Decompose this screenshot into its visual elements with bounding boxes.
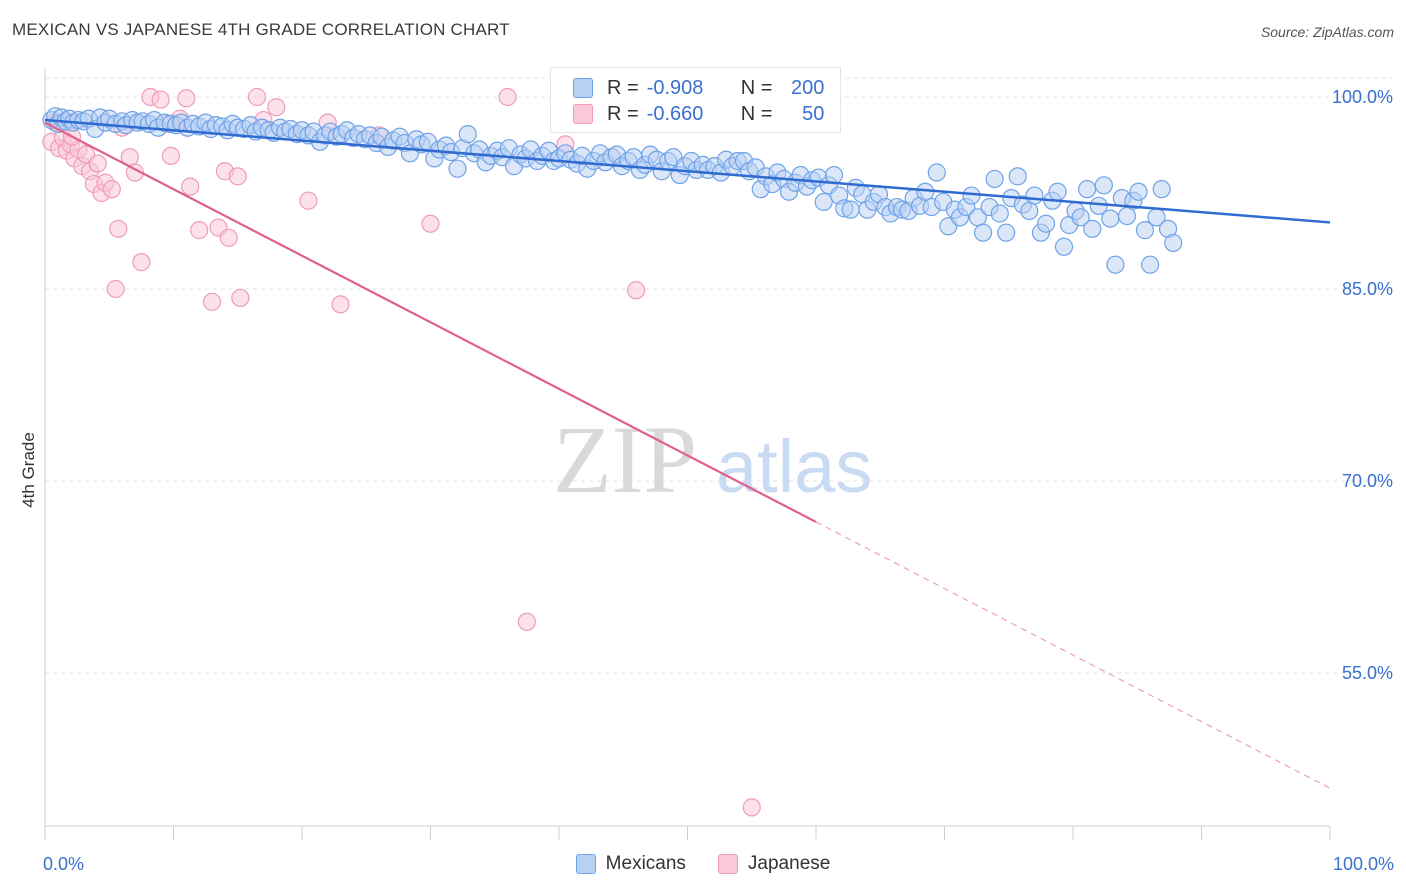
mexican-point [1152,180,1171,199]
japanese-trend-line [44,121,817,523]
legend-r-label: R = [607,102,639,125]
mexican-point [1036,214,1056,233]
mexican-point [1078,180,1097,199]
legend-n-label: N = [740,76,773,99]
mexican-point [1008,167,1027,186]
japanese-point [202,292,222,311]
japanese-point [299,191,318,210]
legend-n-value: 50 [802,102,825,125]
x-tick-label-min: 0.0% [43,854,84,874]
axes [44,68,1331,840]
japanese-point [219,228,238,247]
legend-row-japanese: R = -0.660 N = 50 [573,102,824,126]
legend-n-label: N = [740,102,773,125]
japanese-point [247,87,267,107]
japanese-point [626,281,646,300]
mexican-point [1094,176,1113,195]
japanese-point [267,98,286,117]
japanese-point [498,87,517,107]
legend-row-mexicans: R = -0.908 N = 200 [573,76,824,100]
japanese-point [228,167,247,186]
watermark-atlas: atlas [716,425,872,508]
japanese-point [102,180,121,199]
japanese-point [517,612,536,631]
mexican-point [1135,221,1155,240]
japanese-point [331,295,350,314]
legend-swatch-mexicans [573,78,593,98]
mexican-point [1054,237,1074,256]
japanese-point [742,798,761,817]
y-tick-label: 55.0% [1342,663,1393,683]
mexican-point [1164,233,1183,253]
mexican-point [1048,182,1067,201]
mexican-point [1106,255,1125,274]
y-tick-labels: 55.0% 70.0% 85.0% 100.0% [1332,87,1393,683]
mexican-point [841,200,860,219]
japanese-trend-extension [815,521,1331,789]
japanese-point [231,288,250,308]
legend-swatch-japanese [573,104,593,124]
japanese-point [190,221,209,240]
mexican-point [824,165,844,185]
legend-item-japanese[interactable]: Japanese [717,853,831,875]
chart-title: MEXICAN VS JAPANESE 4TH GRADE CORRELATIO… [12,20,510,39]
y-tick-label: 85.0% [1342,279,1393,299]
mexican-point [1129,182,1148,201]
mexican-point [1020,201,1039,221]
japanese-point [151,90,170,109]
mexican-point [985,169,1004,189]
mexican-point [1071,208,1090,227]
legend-label-japanese: Japanese [747,853,831,874]
legend-n-value: 200 [791,76,825,99]
mexican-point [448,159,467,178]
legend-r-label: R = [607,76,639,99]
legend-r-value: -0.660 [646,102,704,125]
legend-swatch-mexicans [575,854,596,874]
series-legend: Mexicans Japanese [0,853,1406,875]
mexicans-trend-line [44,118,1331,224]
legend-swatch-japanese [717,854,738,874]
y-tick-label: 70.0% [1342,471,1393,491]
mexican-point [1117,206,1137,226]
japanese-point [109,219,128,238]
mexican-point [927,163,946,182]
legend-item-mexicans[interactable]: Mexicans [575,853,686,875]
y-tick-label: 100.0% [1332,87,1393,107]
mexican-point [814,192,833,212]
mexican-point [990,204,1009,223]
japanese-point [106,279,125,299]
trend-lines [44,118,1331,789]
mexican-point [973,223,993,242]
legend-label-mexicans: Mexicans [605,853,686,874]
mexican-point [458,125,477,144]
mexican-point [997,223,1016,242]
stats-legend: R = -0.908 N = 200 R = -0.660 N = 50 [550,67,841,133]
mexican-point [1025,186,1044,205]
source-label: Source: ZipAtlas.com [1260,24,1394,40]
x-tick-label-max: 100.0% [1333,854,1394,874]
y-axis-label: 4th Grade [19,432,38,508]
mexican-point [1101,209,1120,228]
japanese-point [161,146,181,165]
japanese-point [421,214,440,233]
japanese-point [132,253,151,272]
mexican-point [1083,219,1102,238]
japanese-point [181,177,200,196]
legend-r-value: -0.908 [646,76,704,99]
japanese-point [88,154,107,173]
mexican-point [1140,255,1160,274]
japanese-point [177,89,196,108]
